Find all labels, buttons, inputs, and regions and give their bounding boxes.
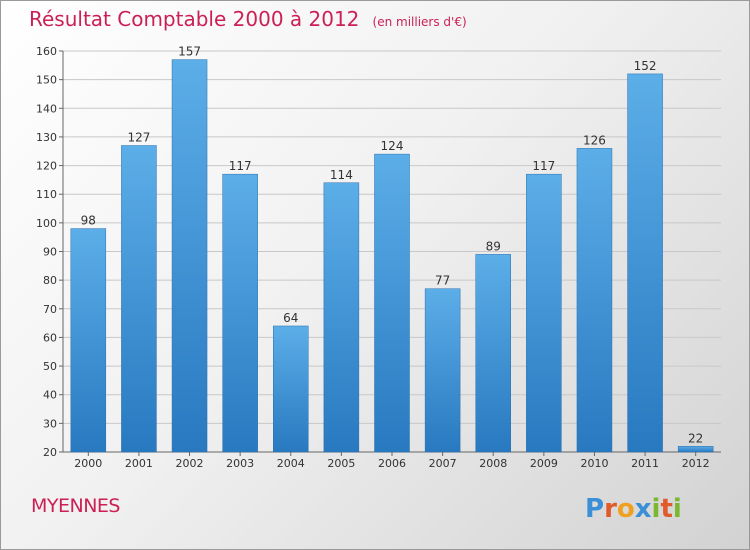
y-tick-label: 110 [36,188,57,201]
chart-unit: (en milliers d'€) [372,15,467,29]
bar-value-label: 114 [330,168,353,182]
x-tick-label: 2010 [580,457,608,470]
bar-value-label: 117 [532,159,555,173]
y-tick-label: 140 [36,102,57,115]
bar-value-label: 22 [688,431,703,445]
bar [677,446,714,453]
bar [475,254,511,453]
bar-value-label: 77 [435,274,450,288]
x-tick-label: 2003 [226,457,254,470]
bar-value-label: 157 [178,45,201,59]
bar-value-label: 127 [127,131,150,145]
x-tick-label: 2000 [74,457,102,470]
y-tick-label: 150 [36,74,57,87]
y-tick-label: 50 [43,360,57,373]
bar-value-label: 89 [486,239,501,253]
x-tick-label: 2002 [176,457,204,470]
x-tick-label: 2009 [530,457,558,470]
y-tick-label: 30 [43,417,57,430]
bar [323,182,360,453]
bar [576,148,613,453]
x-tick-label: 2005 [327,457,355,470]
bar [171,59,208,453]
y-tick-label: 20 [43,446,57,459]
commune-name: MYENNES [31,495,121,517]
y-tick-label: 100 [36,217,57,230]
svg-text:Proxiti: Proxiti [585,494,682,524]
bar [121,145,157,453]
bar [627,73,663,453]
bar [273,325,309,453]
bar [70,228,107,453]
bar-value-label: 124 [381,139,404,153]
x-tick-label: 2012 [682,457,710,470]
bar [374,153,410,453]
y-tick-label: 130 [36,131,57,144]
y-tick-label: 90 [43,246,57,259]
x-tick-label: 2006 [378,457,406,470]
title-row: Résultat Comptable 2000 à 2012 (en milli… [29,7,467,31]
bar-value-label: 126 [583,133,606,147]
bar-value-label: 152 [634,59,657,73]
bar [526,173,562,453]
y-tick-label: 120 [36,160,57,173]
y-tick-label: 60 [43,331,57,344]
bar-chart: 20 30 40 50 60 70 80 90 100 110 120 130 140 150 160 98 2… [36,45,721,470]
x-tick-label: 2011 [631,457,659,470]
y-tick-label: 40 [43,389,57,402]
y-tick-label: 160 [36,45,57,58]
proxiti-logo: Proxiti [585,494,682,524]
chart-title: Résultat Comptable 2000 à 2012 [29,7,360,31]
y-tick-label: 70 [43,303,57,316]
bar-value-label: 98 [81,214,96,228]
bar-value-label: 64 [283,311,298,325]
x-tick-label: 2001 [125,457,153,470]
x-tick-label: 2004 [277,457,305,470]
bar-value-label: 117 [229,159,252,173]
bar [222,173,258,453]
y-tick-label: 80 [43,274,57,287]
x-tick-label: 2008 [479,457,507,470]
x-tick-label: 2007 [429,457,457,470]
bar [424,288,461,453]
